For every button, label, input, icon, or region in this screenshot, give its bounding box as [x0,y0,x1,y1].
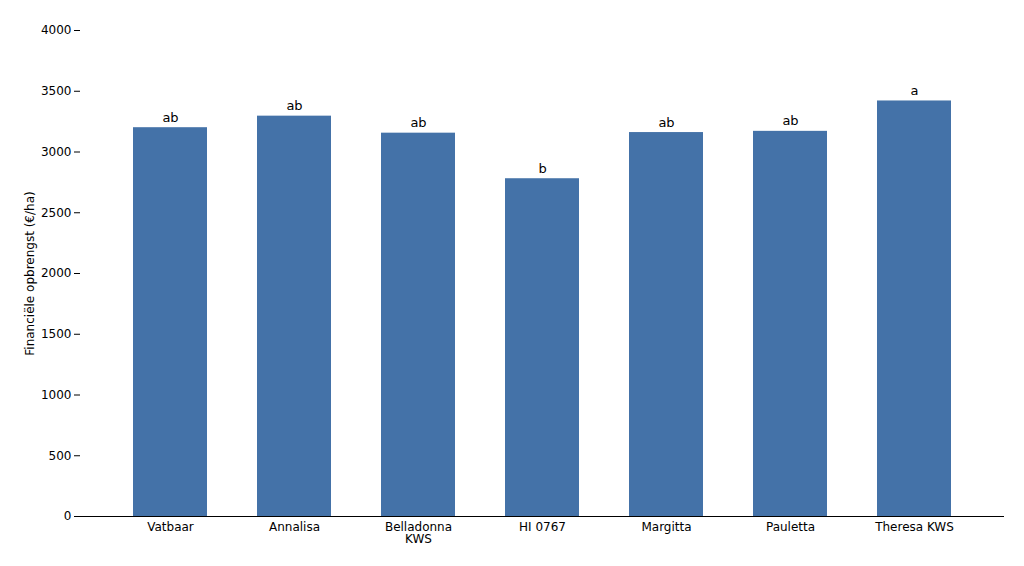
svg-text:0: 0 [64,509,72,523]
svg-text:ab: ab [286,98,302,113]
svg-text:ab: ab [162,110,178,125]
svg-text:Pauletta: Pauletta [766,520,815,534]
svg-text:1000: 1000 [41,388,72,402]
svg-text:Financiële opbrengst (€/ha): Financiële opbrengst (€/ha) [23,191,37,355]
svg-text:2500: 2500 [41,206,72,220]
svg-text:3000: 3000 [41,145,72,159]
svg-text:4000: 4000 [41,23,72,37]
svg-text:Annalisa: Annalisa [269,520,320,534]
svg-text:Margitta: Margitta [641,520,691,534]
svg-text:500: 500 [49,449,72,463]
svg-text:HI 0767: HI 0767 [519,520,566,534]
svg-text:3500: 3500 [41,84,72,98]
svg-text:a: a [911,83,919,98]
svg-text:Theresa KWS: Theresa KWS [874,520,954,534]
svg-text:BelladonnaKWS: BelladonnaKWS [385,520,452,546]
svg-text:ab: ab [782,113,798,128]
svg-text:ab: ab [658,115,674,130]
svg-text:b: b [538,161,546,176]
svg-text:Vatbaar: Vatbaar [147,520,194,534]
svg-text:ab: ab [410,115,426,130]
svg-text:2000: 2000 [41,266,72,280]
svg-text:1500: 1500 [41,327,72,341]
